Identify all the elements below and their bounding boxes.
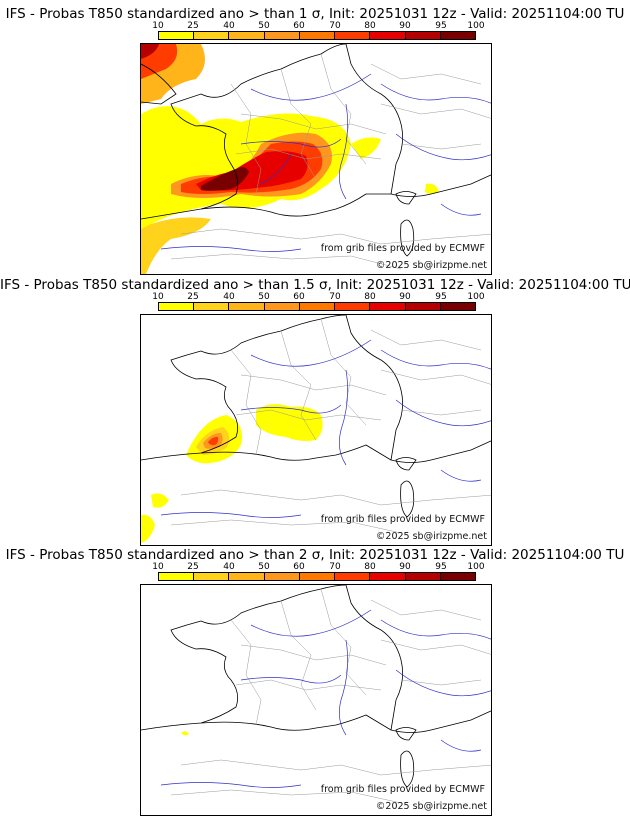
color-swatch (159, 32, 195, 39)
color-swatch (159, 573, 195, 580)
probability-scale: 10 25 40 50 60 70 80 90 95 100 (152, 562, 485, 584)
scale-tick: 95 (435, 21, 447, 31)
scale-tick: 100 (467, 292, 485, 302)
coastline (141, 585, 491, 788)
data-source-credit: from grib files provided by ECMWF (320, 243, 485, 254)
france-map (141, 315, 491, 543)
scale-tick: 50 (258, 21, 270, 31)
scale-tick: 70 (329, 21, 341, 31)
admin-borders (170, 318, 491, 534)
scale-tick: 40 (223, 562, 235, 572)
color-swatch (370, 303, 406, 310)
color-swatch (405, 573, 441, 580)
map-frame[interactable]: from grib files provided by ECMWF ©2025 … (140, 584, 492, 816)
color-swatch (194, 32, 230, 39)
scale-tick: 10 (152, 562, 164, 572)
color-swatch (264, 303, 300, 310)
color-bar (158, 572, 476, 581)
color-swatch (229, 32, 265, 39)
admin-borders (170, 588, 491, 804)
scale-tick: 25 (187, 21, 199, 31)
panel-sigma-1-5: IFS - Probas T850 standardized ano > tha… (0, 277, 630, 549)
data-source-credit: from grib files provided by ECMWF (320, 514, 485, 525)
coastline (141, 44, 491, 257)
scale-tick: 25 (187, 562, 199, 572)
color-swatch (335, 573, 371, 580)
copyright-credit: ©2025 sb@irizpme.net (375, 801, 487, 812)
copyright-credit: ©2025 sb@irizpme.net (375, 260, 487, 271)
scale-tick: 70 (329, 292, 341, 302)
color-swatch (299, 32, 336, 39)
color-swatch (370, 573, 406, 580)
color-swatch (194, 303, 230, 310)
color-swatch (264, 573, 300, 580)
scale-tick: 100 (467, 21, 485, 31)
color-swatch (299, 573, 336, 580)
scale-tick: 90 (399, 562, 411, 572)
france-map (141, 585, 491, 804)
scale-tick: 60 (293, 562, 305, 572)
color-swatch (440, 573, 475, 580)
scale-tick: 80 (364, 21, 376, 31)
color-swatch (335, 32, 371, 39)
rivers (160, 339, 491, 518)
color-swatch (335, 303, 371, 310)
panel-sigma-1: IFS - Probas T850 standardized ano > tha… (0, 6, 630, 278)
color-swatch (405, 303, 441, 310)
scale-tick: 70 (329, 562, 341, 572)
probability-field (141, 404, 323, 543)
france-map (141, 44, 491, 274)
probability-field (141, 44, 439, 274)
scale-tick: 95 (435, 562, 447, 572)
color-swatch (229, 573, 265, 580)
color-swatch (299, 303, 336, 310)
color-swatch (440, 32, 475, 39)
scale-tick: 25 (187, 292, 199, 302)
color-swatch (194, 573, 230, 580)
probability-scale: 10 25 40 50 60 70 80 90 95 100 (152, 292, 485, 314)
scale-tick: 95 (435, 292, 447, 302)
rivers (160, 609, 491, 788)
scale-tick: 50 (258, 562, 270, 572)
scale-tick: 90 (399, 292, 411, 302)
scale-tick: 80 (364, 292, 376, 302)
map-frame[interactable]: from grib files provided by ECMWF ©2025 … (140, 43, 492, 275)
scale-tick: 80 (364, 562, 376, 572)
map-frame[interactable]: from grib files provided by ECMWF ©2025 … (140, 314, 492, 546)
probability-scale: 10 25 40 50 60 70 80 90 95 100 (152, 21, 485, 43)
probability-field (181, 731, 189, 736)
panel-title: IFS - Probas T850 standardized ano > tha… (5, 6, 625, 22)
admin-borders (170, 53, 491, 270)
scale-tick: 60 (293, 292, 305, 302)
color-swatch (264, 32, 300, 39)
scale-tick: 60 (293, 21, 305, 31)
color-bar (158, 31, 476, 40)
scale-tick: 10 (152, 292, 164, 302)
color-swatch (405, 32, 441, 39)
scale-tick: 40 (223, 21, 235, 31)
color-swatch (370, 32, 406, 39)
color-swatch (159, 303, 195, 310)
panel-sigma-2: IFS - Probas T850 standardized ano > tha… (0, 547, 630, 819)
color-swatch (440, 303, 475, 310)
copyright-credit: ©2025 sb@irizpme.net (375, 531, 487, 542)
scale-tick: 100 (467, 562, 485, 572)
scale-tick: 50 (258, 292, 270, 302)
scale-tick: 10 (152, 21, 164, 31)
data-source-credit: from grib files provided by ECMWF (320, 784, 485, 795)
scale-tick: 90 (399, 21, 411, 31)
color-swatch (229, 303, 265, 310)
rivers (160, 73, 491, 252)
coastline (141, 315, 491, 518)
panel-title: IFS - Probas T850 standardized ano > tha… (0, 277, 630, 293)
panel-title: IFS - Probas T850 standardized ano > tha… (5, 547, 625, 563)
scale-tick: 40 (223, 292, 235, 302)
color-bar (158, 302, 476, 311)
